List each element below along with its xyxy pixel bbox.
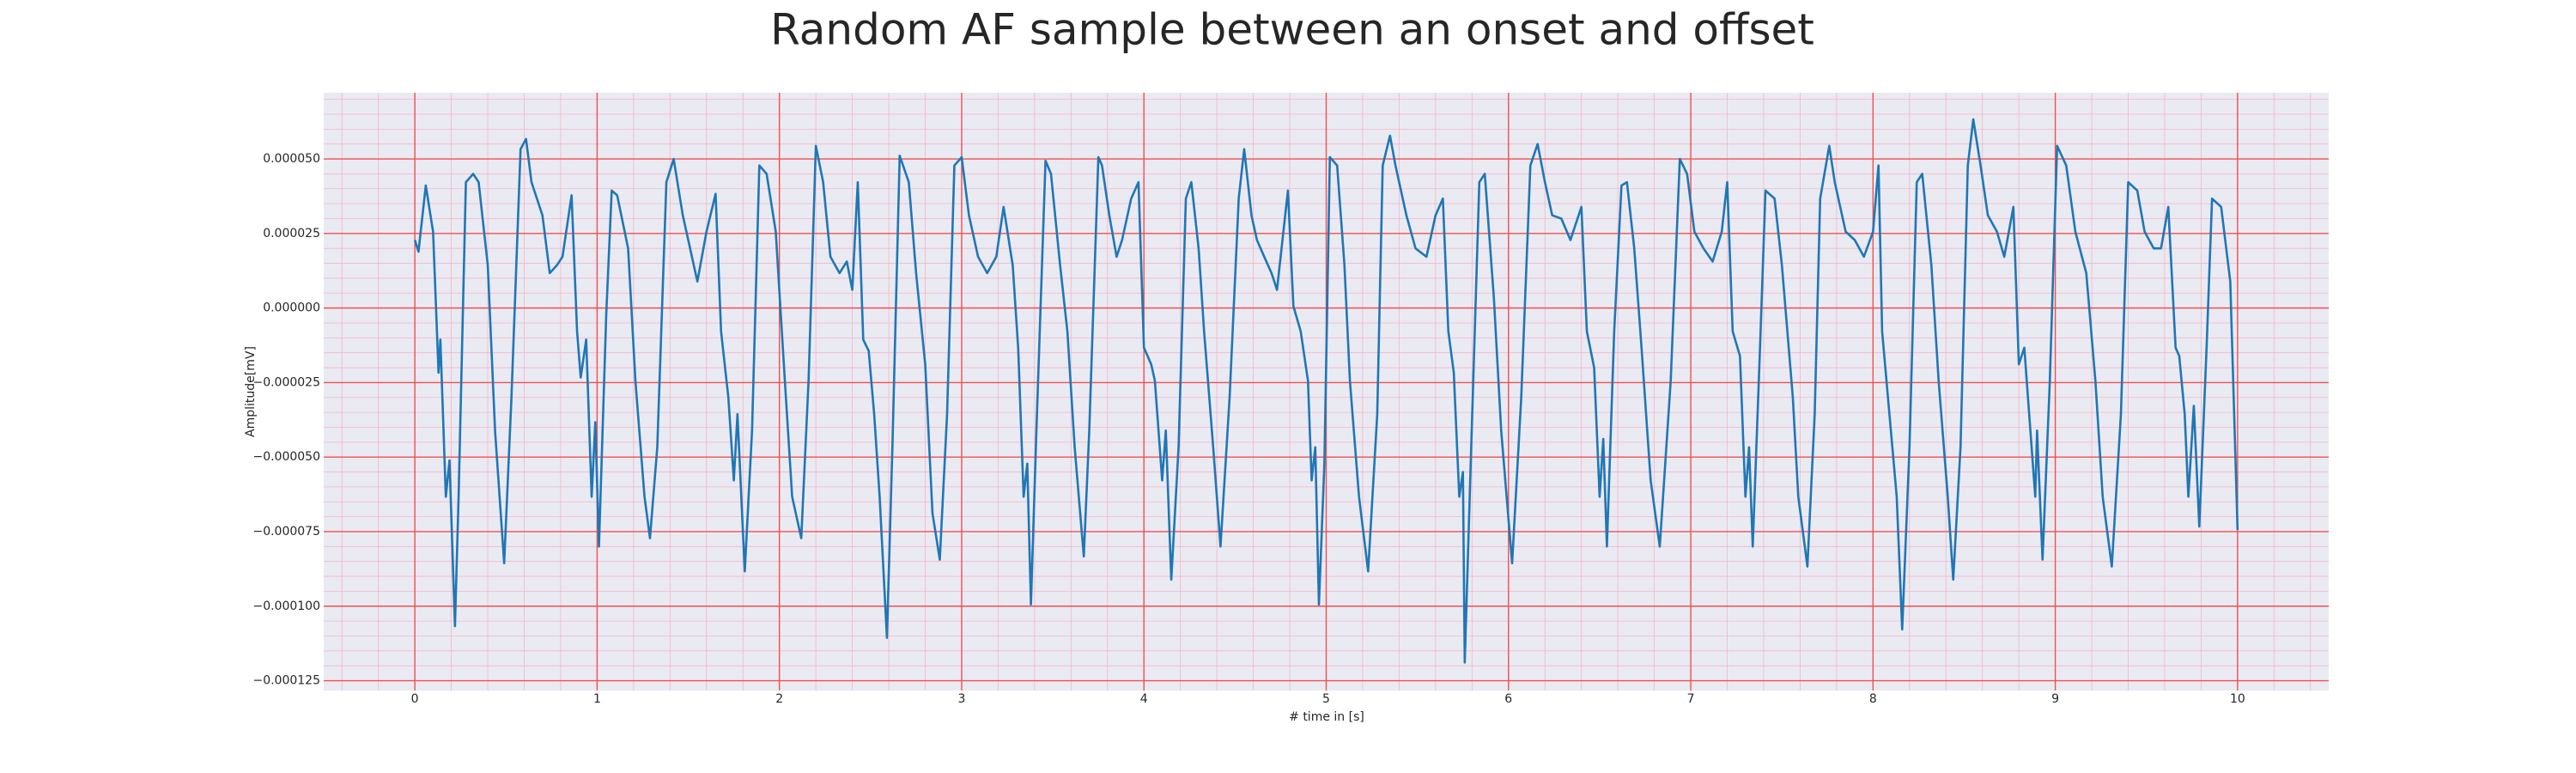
signal-line (413, 118, 2239, 664)
x-tick-label: 4 (1140, 692, 1148, 706)
y-tick-label: −0.000125 (252, 674, 320, 688)
x-tick-label: 8 (1869, 692, 1877, 706)
lines (413, 118, 2239, 664)
x-tick-label: 9 (2051, 692, 2059, 706)
x-tick-label: 5 (1322, 692, 1330, 706)
x-tick-label: 2 (775, 692, 783, 706)
x-tick-label: 6 (1504, 692, 1512, 706)
x-tick-label: 10 (2230, 692, 2245, 706)
y-tick-label: −0.000050 (252, 450, 320, 464)
x-tick-label: 1 (593, 692, 601, 706)
y-tick-label: −0.000100 (252, 600, 320, 613)
labels: 0 1 2 3 4 5 6 7 8 9 10 −0.000125 −0.000100 −0.000075 −… (252, 152, 2245, 706)
y-tick-label: −0.000025 (252, 375, 320, 389)
y-axis-label: Amplitude[mV] (244, 346, 258, 437)
x-tick-label: 3 (957, 692, 965, 706)
x-tick-label: 7 (1687, 692, 1695, 706)
x-axis-label: # time in [s] (1289, 710, 1364, 724)
y-tick-label: −0.000075 (252, 525, 320, 539)
chart-title: Random AF sample between an onset and of… (770, 5, 1814, 55)
y-tick-label: 0.000000 (263, 301, 320, 315)
y-tick-label: 0.000050 (263, 152, 320, 166)
y-tick-label: 0.000025 (263, 227, 320, 240)
x-tick-label: 0 (411, 692, 419, 706)
